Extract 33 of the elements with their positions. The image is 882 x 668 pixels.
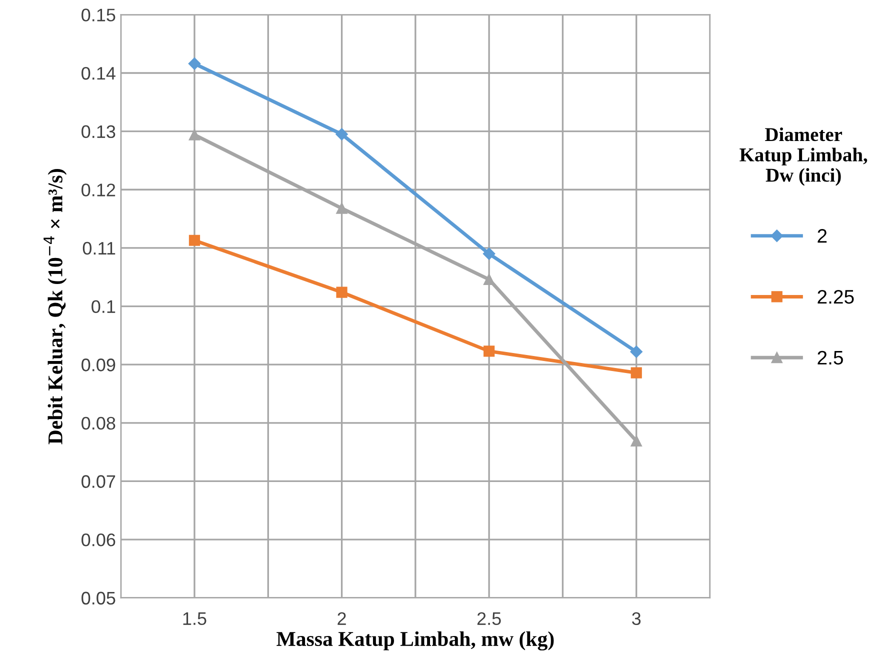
point: [484, 346, 495, 357]
x-tick-label: 3: [632, 612, 641, 626]
point: [336, 202, 348, 214]
point: [630, 367, 642, 378]
legend-label: 2: [818, 229, 827, 243]
x-axis-title: Massa Katup Limbah, mw (kg): [276, 631, 554, 650]
y-tick-label: 0.05: [82, 592, 116, 605]
point: [336, 128, 348, 140]
point: [630, 346, 642, 358]
legend-label: 2.5: [818, 350, 843, 365]
legend-title: Diameter Katup Limbah, Dw (inci): [740, 127, 868, 186]
x-tick-label: 2: [338, 612, 346, 625]
y-tick-label: 0.13: [82, 125, 116, 138]
y-tick-label: 0.12: [82, 184, 116, 196]
y-tick-label: 0.14: [82, 66, 116, 80]
x-tick-label: 2.5: [477, 612, 501, 626]
point: [188, 129, 200, 140]
point: [336, 286, 348, 298]
legend-label: 2.25: [818, 290, 854, 304]
y-tick-label: 0.06: [82, 533, 116, 546]
y-tick-label: 0.07: [82, 475, 116, 488]
point: [484, 274, 495, 286]
x-tick-label: 1.5: [183, 612, 206, 626]
y-tick-label: 0.09: [82, 358, 116, 372]
y-axis-title: Debit Keluar, Qk (10$^{−4}$ × m³/s): [44, 169, 67, 444]
point: [630, 435, 642, 447]
y-tick-label: 0.15: [82, 8, 116, 22]
y-tick-label: 0.1: [92, 300, 116, 313]
point: [482, 248, 496, 260]
point: [188, 58, 201, 70]
y-tick-label: 0.11: [82, 242, 116, 255]
point: [188, 234, 200, 246]
y-tick-label: 0.08: [82, 416, 116, 430]
